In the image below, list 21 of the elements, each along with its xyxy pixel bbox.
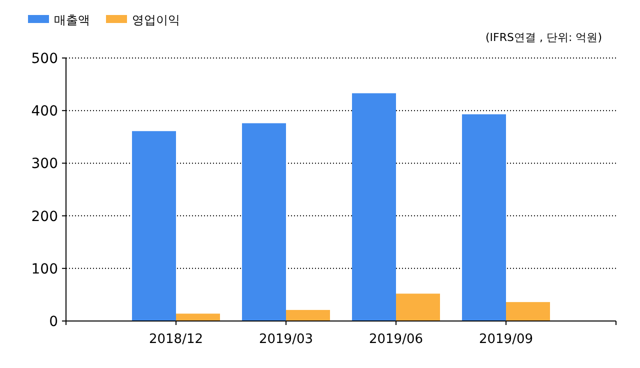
bar — [176, 314, 220, 321]
chart-subtitle: (IFRS연결 , 단위: 억원) — [486, 31, 602, 44]
y-tick-label: 0 — [49, 314, 58, 330]
bar — [352, 93, 396, 321]
bar — [286, 310, 330, 321]
bar — [506, 302, 550, 321]
bar — [132, 131, 176, 321]
y-tick-label: 300 — [31, 156, 58, 172]
x-tick-label: 2018/12 — [148, 332, 204, 347]
bar — [396, 294, 440, 321]
y-tick-label: 200 — [31, 208, 58, 225]
y-tick-label: 500 — [31, 51, 58, 67]
bar — [242, 123, 286, 321]
legend-label: 영업이익 — [132, 13, 180, 27]
y-tick-label: 100 — [31, 261, 58, 278]
bar — [462, 114, 506, 321]
x-tick-label: 2019/03 — [258, 332, 314, 347]
x-tick-label: 2019/09 — [478, 332, 534, 347]
x-tick-label: 2019/06 — [368, 332, 424, 347]
y-tick-label: 400 — [31, 104, 58, 120]
legend-label: 매출액 — [54, 13, 90, 27]
